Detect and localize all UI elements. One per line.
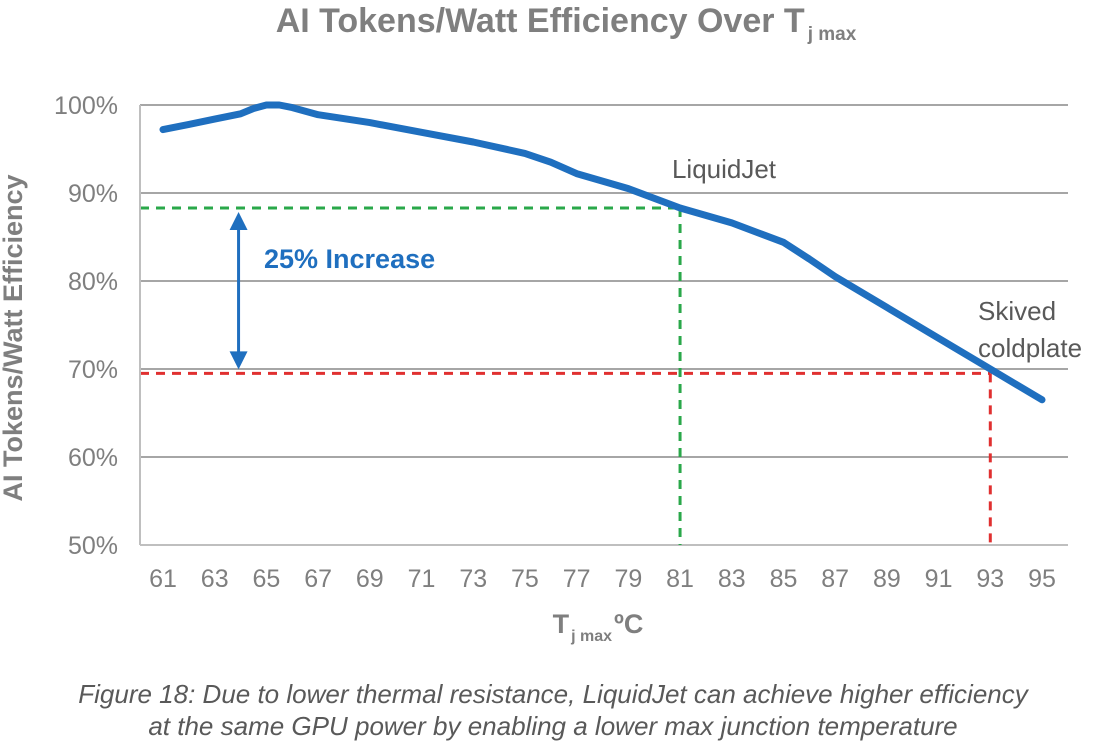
x-tick-label: 91 [925,565,953,593]
x-tick-label: 69 [356,565,384,593]
x-tick-label: 93 [976,565,1004,593]
reference-label: LiquidJet [672,154,777,184]
x-axis-label-unit: ºC [614,609,643,639]
y-tick-label: 90% [68,180,118,208]
series-line [159,101,1046,404]
x-tick-label: 65 [253,565,281,593]
caption-line-1: Figure 18: Due to lower thermal resistan… [78,679,1028,709]
annotations: LiquidJet Skived coldplate 25% Increase [229,154,1082,370]
x-tick-label: 63 [201,565,229,593]
x-tick-label: 81 [666,565,694,593]
chart-title-subscript: j max [807,24,857,45]
series [159,101,1046,404]
tick-labels: 50% 60% 70% 80% 90% 100% 61 63 65 67 69 71 73 75 77 79 8… [54,92,1056,593]
increase-arrow-head-top [229,211,248,230]
x-axis-label-main: T [553,609,570,639]
x-tick-label: 73 [459,565,487,593]
x-tick-label: 71 [408,565,436,593]
x-tick-label: 79 [614,565,642,593]
caption-line-2: at the same GPU power by enabling a lowe… [148,711,958,741]
y-tick-label: 50% [68,532,118,560]
x-tick-label: 87 [821,565,849,593]
increase-arrow-head-bottom [229,351,248,370]
reference-label: coldplate [978,333,1082,363]
y-tick-label: 100% [54,92,118,120]
x-tick-label: 85 [770,565,798,593]
reference-lines [140,206,992,545]
x-axis-label-subscript: j max [570,628,612,645]
gridlines [140,104,1068,546]
figure-caption: Figure 18: Due to lower thermal resistan… [0,678,1106,742]
y-tick-label: 80% [68,268,118,296]
x-tick-label: 95 [1028,565,1056,593]
x-tick-label: 67 [304,565,332,593]
reference-label: Skived [978,296,1056,326]
x-tick-label: 75 [511,565,539,593]
increase-label: 25% Increase [264,244,435,274]
y-tick-label: 70% [68,356,118,384]
x-tick-label: 61 [149,565,177,593]
y-tick-label: 60% [68,444,118,472]
x-tick-label: 89 [873,565,901,593]
x-tick-label: 83 [718,565,746,593]
chart-title-main: AI Tokens/Watt Efficiency Over T [276,2,805,40]
x-tick-label: 77 [563,565,591,593]
y-axis-label: AI Tokens/Watt Efficiency [0,174,28,501]
